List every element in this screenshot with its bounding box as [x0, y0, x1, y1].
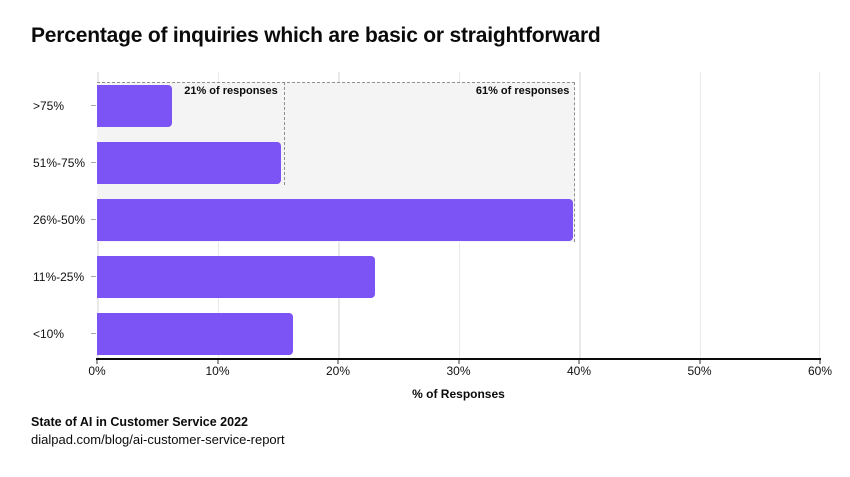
- x-tick: [337, 360, 339, 364]
- y-axis-label: 26%-50%: [33, 212, 86, 227]
- y-tick: [91, 161, 96, 164]
- x-tick-label: 40%: [566, 364, 592, 378]
- y-tick: [91, 218, 96, 221]
- bar: [97, 142, 282, 184]
- chart-footer: State of AI in Customer Service 2022 dia…: [31, 415, 285, 447]
- x-tick: [698, 360, 701, 364]
- y-axis-label: 51%-75%: [33, 155, 86, 170]
- x-tick-label: 0%: [88, 364, 106, 378]
- x-tick-label: 10%: [205, 364, 230, 378]
- x-axis-title: % of Responses: [412, 387, 505, 401]
- plot-area: 21% of responses 61% of responses: [97, 72, 820, 359]
- bar: [97, 256, 376, 298]
- y-tick: [91, 104, 96, 107]
- annotation-label: 61% of responses: [475, 85, 570, 97]
- bar: [97, 313, 294, 355]
- y-axis-label: <10%: [33, 326, 65, 341]
- annotation-dashed-line: [283, 81, 285, 185]
- x-tick: [216, 360, 219, 364]
- x-axis-line: [96, 358, 821, 360]
- x-tick: [578, 360, 580, 364]
- y-axis-label: 11%-25%: [33, 269, 85, 284]
- gridline: [579, 72, 581, 359]
- annotation-label: 21% of responses: [184, 85, 278, 97]
- gridline: [699, 72, 701, 359]
- bar: [97, 199, 573, 241]
- y-tick: [91, 275, 96, 278]
- x-tick-label: 20%: [325, 364, 351, 378]
- bar: [97, 85, 172, 127]
- source-title: State of AI in Customer Service 2022: [31, 415, 248, 429]
- y-tick: [91, 332, 96, 335]
- y-axis-label: >75%: [33, 98, 65, 113]
- x-tick-label: 30%: [446, 364, 471, 378]
- x-tick: [457, 360, 460, 364]
- x-tick-label: 60%: [807, 364, 833, 378]
- x-tick: [819, 360, 821, 364]
- gridline: [818, 72, 820, 359]
- x-tick: [96, 360, 98, 364]
- chart-title: Percentage of inquiries which are basic …: [31, 24, 601, 47]
- source-url: dialpad.com/blog/ai-customer-service-rep…: [31, 432, 285, 447]
- x-tick-label: 50%: [687, 364, 712, 378]
